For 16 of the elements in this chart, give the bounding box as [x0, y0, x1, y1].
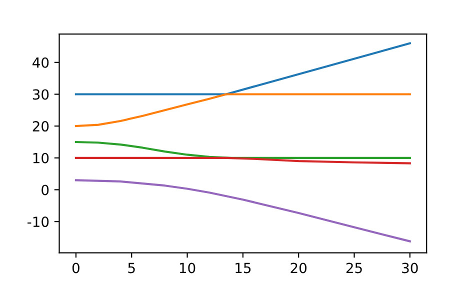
y-tick-label: -10 [28, 216, 49, 228]
line-series [74, 140, 411, 159]
x-tick-label: 25 [346, 262, 362, 274]
line-series [74, 93, 411, 128]
x-tick-label: 20 [290, 262, 306, 274]
y-tick-label: 0 [42, 184, 49, 196]
x-tick-label: 10 [180, 262, 196, 274]
x-tick-label: 30 [402, 262, 418, 274]
y-tick-label: 20 [32, 121, 49, 132]
x-tick-label: 15 [236, 262, 251, 274]
y-tick-label: 40 [32, 57, 49, 68]
y-tick-label: 30 [32, 89, 49, 100]
x-tick-label: 0 [72, 262, 80, 274]
line-series [74, 179, 411, 242]
x-tick-label: 5 [128, 262, 135, 274]
y-tick-label: 10 [33, 152, 49, 164]
